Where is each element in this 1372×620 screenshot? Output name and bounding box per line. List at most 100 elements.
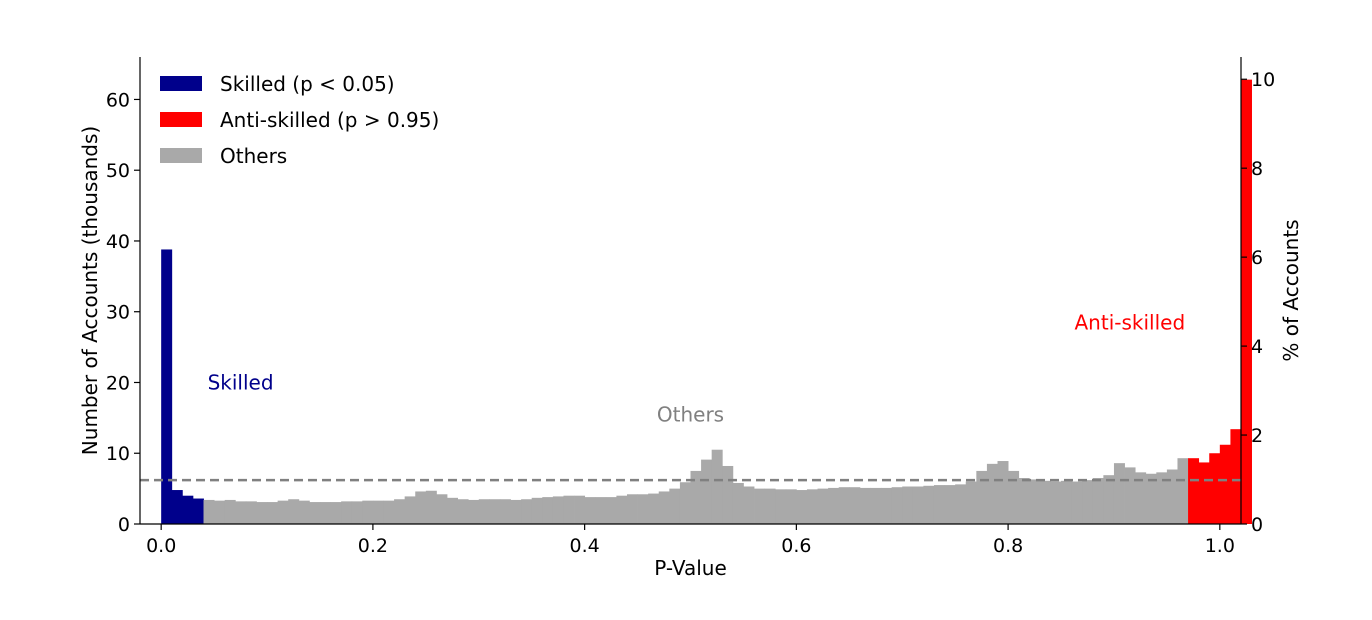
bar-others-37 — [552, 496, 564, 524]
bar-others-63 — [828, 487, 840, 524]
bar-others-24 — [415, 491, 427, 524]
bar-others-89 — [1103, 475, 1115, 524]
bar-others-70 — [902, 486, 914, 524]
bar-others-20 — [372, 500, 384, 524]
bar-others-25 — [425, 490, 437, 524]
bar-others-90 — [1113, 463, 1125, 524]
bar-others-60 — [796, 490, 808, 524]
bar-others-40 — [584, 497, 596, 524]
bar-others-56 — [754, 488, 766, 524]
bar-others-86 — [1071, 481, 1083, 524]
bar-others-54 — [732, 482, 744, 524]
bar-others-5 — [214, 500, 226, 524]
x-tick-label: 0.0 — [146, 535, 176, 557]
bar-others-46 — [648, 493, 660, 524]
bar-others-58 — [775, 489, 787, 524]
bar-others-9 — [256, 502, 268, 524]
bar-others-27 — [447, 497, 458, 524]
x-tick-label: 1.0 — [1205, 535, 1235, 557]
bar-others-82 — [1029, 479, 1041, 524]
bar-others-64 — [838, 487, 850, 524]
bar-others-71 — [912, 486, 924, 524]
bar-others-36 — [542, 497, 554, 524]
bar-others-7 — [235, 501, 247, 524]
annotation-skilled: Skilled — [208, 371, 274, 395]
bar-others-31 — [489, 499, 501, 524]
bar-others-96 — [1177, 458, 1189, 524]
bar-others-59 — [785, 489, 797, 524]
legend: Skilled (p < 0.05) Anti-skilled (p > 0.9… — [160, 72, 439, 168]
bar-others-93 — [1145, 473, 1157, 524]
bar-others-88 — [1092, 478, 1104, 524]
bar-others-91 — [1124, 467, 1136, 524]
y2-tick-label: 4 — [1251, 336, 1263, 358]
y-axis-right-ticks: 0 2 4 6 8 10 — [1241, 69, 1275, 536]
y2-tick-label: 0 — [1251, 514, 1263, 536]
bar-others-69 — [891, 487, 903, 524]
bar-others-94 — [1156, 472, 1168, 524]
bar-others-81 — [1018, 478, 1030, 524]
bar-others-6 — [224, 499, 236, 524]
bar-others-11 — [277, 500, 289, 524]
bar-others-35 — [531, 497, 543, 524]
bar-others-92 — [1135, 472, 1147, 524]
bar-others-39 — [574, 495, 586, 524]
bar-others-76 — [965, 481, 977, 524]
bar-others-8 — [245, 501, 257, 524]
bar-skilled-0 — [161, 249, 173, 524]
bar-others-55 — [743, 486, 755, 524]
bar-anti-skilled-101 — [1230, 429, 1242, 524]
bar-others-49 — [679, 482, 691, 524]
bar-others-74 — [944, 485, 956, 524]
bar-others-26 — [436, 494, 448, 524]
bar-others-73 — [933, 485, 945, 524]
bar-others-51 — [701, 459, 713, 524]
legend-label-anti-skilled: Anti-skilled (p > 0.95) — [220, 108, 439, 132]
bar-others-23 — [404, 496, 416, 524]
bar-others-38 — [563, 495, 575, 524]
bar-others-15 — [319, 502, 331, 524]
bar-others-18 — [351, 501, 363, 524]
bar-anti-skilled-100 — [1219, 444, 1231, 524]
bar-skilled-3 — [192, 498, 204, 524]
y-tick-label: 60 — [106, 89, 130, 111]
legend-label-skilled: Skilled (p < 0.05) — [220, 72, 395, 96]
bar-others-10 — [267, 502, 279, 524]
bar-others-72 — [923, 485, 935, 524]
legend-swatch-anti-skilled — [160, 112, 202, 127]
bar-others-44 — [626, 494, 638, 524]
bar-others-43 — [616, 495, 628, 524]
y2-tick-label: 8 — [1251, 158, 1263, 180]
bar-others-4 — [203, 499, 215, 524]
legend-swatch-others — [160, 148, 202, 163]
y2-tick-label: 10 — [1251, 69, 1275, 91]
bar-others-33 — [510, 499, 522, 524]
y-tick-label: 10 — [106, 443, 130, 465]
bar-others-41 — [595, 497, 607, 524]
bar-others-57 — [764, 488, 776, 524]
bar-anti-skilled-99 — [1209, 453, 1221, 524]
bar-others-66 — [859, 487, 871, 524]
bar-others-53 — [722, 465, 734, 524]
bar-others-16 — [330, 502, 342, 524]
bar-others-95 — [1166, 469, 1178, 524]
bar-skilled-2 — [182, 495, 194, 524]
bar-others-12 — [288, 499, 300, 524]
bar-others-85 — [1061, 480, 1073, 524]
bar-others-65 — [849, 487, 861, 524]
y2-tick-label: 2 — [1251, 425, 1263, 447]
bar-others-83 — [1039, 480, 1051, 524]
bar-others-21 — [383, 500, 395, 524]
bar-others-32 — [499, 499, 511, 524]
legend-swatch-skilled — [160, 76, 202, 91]
bar-others-28 — [457, 499, 469, 524]
y-tick-label: 30 — [106, 302, 130, 324]
axes — [139, 57, 1242, 525]
bar-others-68 — [881, 487, 893, 524]
bar-others-87 — [1082, 480, 1094, 524]
y-tick-label: 0 — [118, 514, 130, 536]
bar-anti-skilled-98 — [1198, 462, 1210, 524]
annotation-anti-skilled: Anti-skilled — [1075, 310, 1186, 334]
bar-others-78 — [986, 463, 998, 524]
bar-others-29 — [468, 499, 480, 524]
